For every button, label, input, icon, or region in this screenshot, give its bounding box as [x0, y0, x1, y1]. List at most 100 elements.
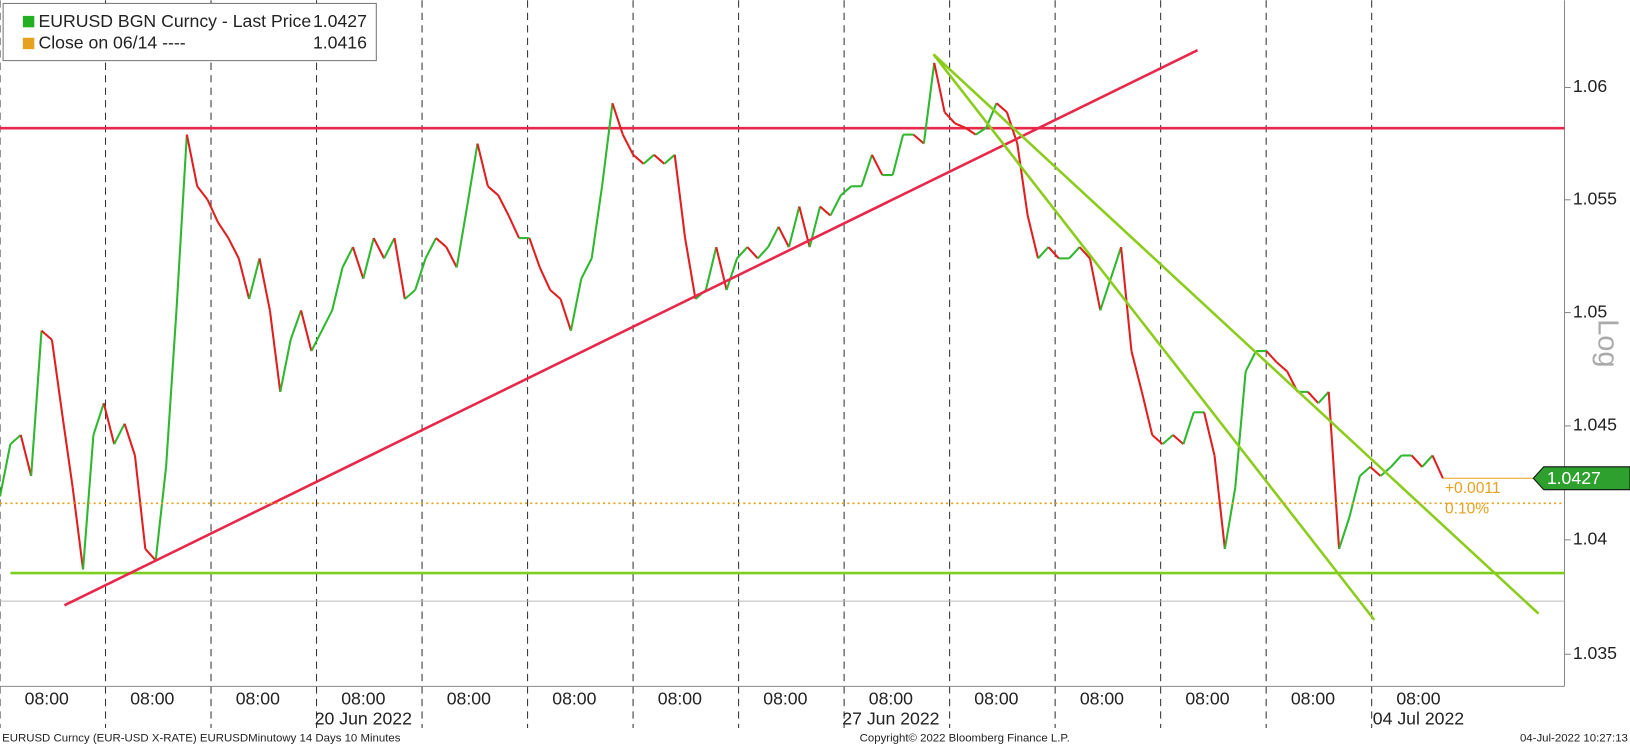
price-segment	[50, 339, 64, 415]
price-segment	[466, 143, 479, 207]
footer-right: 04-Jul-2022 10:27:13	[1520, 732, 1628, 744]
price-segment	[684, 237, 697, 300]
x-date-label: 27 Jun 2022	[842, 708, 939, 728]
price-segment	[1213, 455, 1226, 550]
price-segment	[1390, 454, 1403, 468]
price-segment	[1120, 246, 1133, 352]
price-segment	[92, 402, 105, 436]
x-tick-label: 08:00	[763, 689, 807, 709]
price-segment	[1223, 487, 1237, 550]
price-segment	[912, 133, 925, 145]
price-segment	[1109, 246, 1123, 280]
price-segment	[632, 154, 645, 165]
price-segment	[954, 122, 966, 129]
plot	[0, 62, 1444, 570]
price-segment	[1234, 371, 1247, 488]
price-segment	[40, 329, 53, 341]
price-segment	[289, 309, 303, 341]
price-segment	[445, 246, 458, 268]
price-segment	[1348, 475, 1361, 518]
price-segment	[362, 237, 375, 279]
price-segment	[341, 246, 354, 268]
price-segment	[1130, 350, 1143, 393]
price-segment	[1037, 246, 1050, 260]
price-segment	[414, 258, 427, 291]
price-segment	[653, 154, 666, 165]
x-tick-label: 08:00	[341, 689, 385, 709]
x-tick-label: 08:00	[1080, 689, 1124, 709]
price-segment	[1088, 258, 1102, 311]
price-segment	[1078, 246, 1091, 260]
trend-line	[932, 53, 1540, 615]
price-segment	[736, 246, 749, 260]
price-segment	[995, 102, 1008, 113]
x-tick-label: 08:00	[1185, 689, 1229, 709]
price-segment	[320, 309, 334, 332]
price-segment	[82, 434, 95, 570]
x-tick-label: 08:00	[130, 689, 174, 709]
price-segment	[1161, 434, 1174, 445]
price-segment	[1421, 454, 1434, 468]
y-tick-label: 1.06	[1573, 76, 1608, 96]
price-segment	[933, 62, 946, 113]
price-segment	[424, 237, 437, 259]
price-segment	[601, 103, 614, 187]
x-date-label: 20 Jun 2022	[315, 708, 412, 728]
x-date-label: 04 Jul 2022	[1373, 708, 1464, 728]
price-segment	[372, 237, 386, 259]
price-segment	[1369, 466, 1382, 477]
price-segment	[404, 289, 416, 300]
price-segment	[1068, 246, 1081, 260]
price-segment	[1182, 411, 1195, 445]
legend-box	[2, 2, 377, 62]
price-segment	[559, 298, 572, 332]
price-segment	[217, 221, 230, 239]
x-tick-label: 08:00	[25, 689, 69, 709]
price-segment	[860, 154, 873, 187]
price-segment	[71, 487, 85, 570]
price-segment	[331, 267, 344, 311]
legend-value: 1.0427	[313, 11, 367, 31]
price-segment	[528, 237, 541, 268]
trend-line	[63, 49, 1199, 607]
price-segment	[922, 62, 936, 144]
price-segment	[1140, 391, 1154, 436]
price-segment	[258, 258, 271, 311]
price-segment	[227, 237, 240, 259]
price-segment	[144, 548, 157, 562]
price-segment	[1317, 391, 1330, 404]
x-tick-label: 08:00	[552, 689, 596, 709]
price-segment	[1431, 455, 1444, 479]
price-segment	[746, 246, 759, 260]
price-segment	[1410, 454, 1423, 468]
price-segment	[393, 237, 406, 300]
price-segment	[61, 414, 74, 488]
price-segment	[975, 126, 987, 136]
price-segment	[1151, 434, 1164, 445]
footer-left: EURUSD Curncy (EUR-USD X-RATE) EURUSDMin…	[2, 732, 401, 744]
price-segment	[611, 102, 624, 135]
price-segment	[279, 339, 292, 393]
price-segment	[673, 154, 687, 239]
price-segment	[9, 434, 22, 445]
price-segment	[538, 266, 552, 291]
change-annotation: +0.0011	[1445, 480, 1501, 497]
price-segment	[455, 206, 469, 268]
price-segment	[642, 154, 655, 165]
price-segment	[777, 226, 790, 248]
price-segment	[1244, 350, 1257, 372]
price-segment	[497, 194, 510, 217]
x-tick-label: 08:00	[447, 689, 491, 709]
price-segment	[829, 194, 842, 217]
price-segment	[268, 310, 282, 393]
last-price-label: 1.0427	[1547, 468, 1601, 488]
price-segment	[580, 257, 593, 280]
y-tick-label: 1.055	[1573, 188, 1617, 208]
price-segment	[819, 205, 832, 217]
price-segment	[1276, 361, 1288, 373]
price-segment	[154, 466, 168, 561]
price-segment	[19, 434, 33, 477]
price-segment	[840, 185, 852, 197]
price-segment	[1265, 350, 1278, 364]
y-tick-label: 1.05	[1573, 301, 1608, 321]
